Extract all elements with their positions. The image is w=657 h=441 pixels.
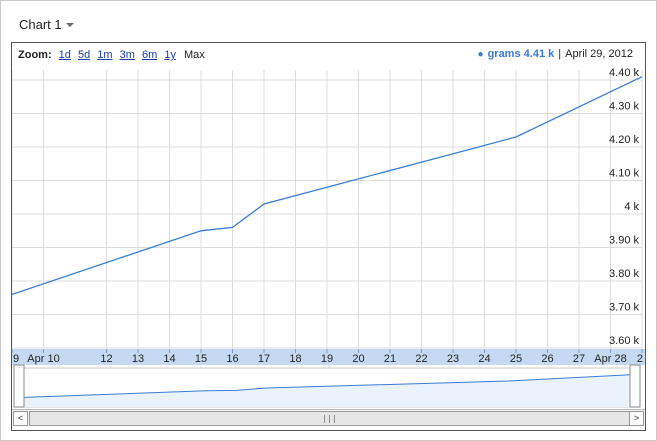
zoom-label: Zoom: [18, 49, 52, 61]
x-tick-label: 12 [100, 353, 112, 365]
legend-separator: | [558, 48, 562, 60]
legend-date: April 29, 2012 [565, 48, 633, 60]
range-scrollbar[interactable]: < ||| > [12, 409, 645, 426]
chevron-left-icon[interactable]: < [13, 411, 28, 426]
chart-title-label: Chart 1 [19, 17, 62, 32]
range-band [12, 349, 645, 365]
y-tick-label: 4.40 k [609, 67, 639, 79]
legend-series-name: grams [487, 48, 521, 60]
x-tick-label: 2 [637, 353, 643, 365]
x-tick-label: 9 [13, 353, 19, 365]
navigator-left-handle[interactable] [13, 364, 25, 408]
zoom-6m-link[interactable]: 6m [141, 49, 158, 61]
y-tick-label: 3.90 k [609, 235, 639, 247]
annotated-timeline: 3.60 k 3.70 k 3.80 k 3.90 k 4 k 4.10 k 4.20 k 4… [11, 42, 646, 431]
navigator-area [24, 374, 630, 407]
zoom-1m-link[interactable]: 1m [97, 49, 113, 61]
caret-down-icon [65, 22, 74, 27]
x-tick-label: 20 [352, 353, 364, 365]
x-tick-label: 22 [415, 353, 427, 365]
scrollbar-thumb[interactable]: ||| [29, 411, 630, 426]
navigator-line [23, 374, 631, 398]
series-dot-icon: ● [477, 49, 484, 60]
x-tick-label: 23 [447, 353, 459, 365]
zoom-5d-link[interactable]: 5d [77, 49, 91, 61]
zoom-controls: Zoom: 1d 5d 1m 3m 6m 1y Max [18, 49, 205, 61]
y-tick-label: 4 k [624, 201, 639, 213]
x-tick-label: Apr 10 [27, 353, 59, 365]
x-tick-label: 24 [478, 353, 490, 365]
series-line-grams[interactable] [12, 76, 643, 296]
x-tick-label: 25 [510, 353, 522, 365]
y-tick-label: 4.10 k [609, 168, 639, 180]
y-tick-label: 4.30 k [609, 101, 639, 113]
x-tick-label: 13 [132, 353, 144, 365]
zoom-1d-link[interactable]: 1d [58, 49, 71, 61]
x-tick-label: 26 [541, 353, 553, 365]
y-tick-label: 3.80 k [609, 268, 639, 280]
y-tick-label: 3.60 k [609, 335, 639, 347]
legend-readout: ● grams 4.41 k | April 29, 2012 [478, 48, 633, 60]
y-tick-label: 4.20 k [609, 134, 639, 146]
x-tick-label: 21 [384, 353, 396, 365]
navigator-right-handle[interactable] [629, 364, 641, 408]
chevron-right-icon[interactable]: > [629, 411, 644, 426]
legend-series-value: 4.41 k [523, 48, 555, 60]
zoom-1y-link[interactable]: 1y [164, 49, 176, 61]
x-tick-label: 16 [226, 353, 238, 365]
x-tick-label: Apr 28 [594, 353, 626, 365]
x-tick-label: 17 [258, 353, 270, 365]
chart-title-menu[interactable]: Chart 1 [19, 17, 74, 32]
zoom-max-selected: Max [184, 49, 205, 61]
zoom-3m-link[interactable]: 3m [119, 49, 135, 61]
x-tick-label: 27 [573, 353, 585, 365]
x-tick-label: 18 [289, 353, 301, 365]
y-tick-label: 3.70 k [609, 302, 639, 314]
x-tick-label: 19 [321, 353, 333, 365]
x-tick-label: 15 [195, 353, 207, 365]
chart-plot-area[interactable]: 3.60 k 3.70 k 3.80 k 3.90 k 4 k 4.10 k 4.20 k 4… [12, 43, 645, 409]
x-tick-label: 14 [163, 353, 175, 365]
